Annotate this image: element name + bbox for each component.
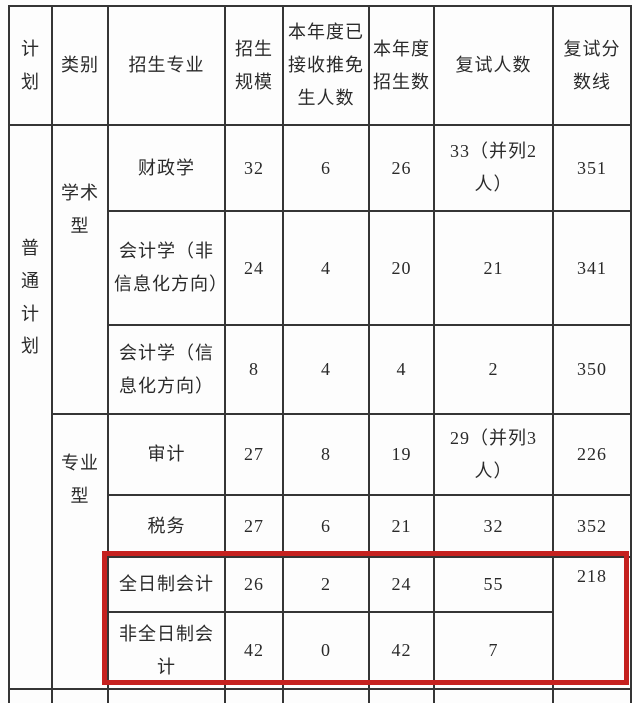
cell-scale: 27: [224, 413, 284, 496]
table-row: 会计学（信息化方向） 8 4 4 2 350: [9, 324, 632, 415]
empty-cell: [368, 688, 435, 703]
cell-major: 会计学（信息化方向）: [107, 324, 226, 415]
empty-cell: [224, 688, 284, 703]
table-row-partial: [8, 688, 632, 703]
header-cell-plan: 计划: [8, 5, 53, 126]
table-row: 会计学（非信息化方向） 24 4 20 21 341: [9, 210, 632, 326]
header-row: 计划 类别 招生专业 招生规模 本年度已接收推免生人数 本年度招生数 复试人数 …: [8, 5, 632, 126]
cell-admitted: 42: [368, 611, 435, 690]
cell-tuimian: 2: [282, 556, 370, 613]
table-row: 专业型 审计 27 8 19 29（并列3人） 226: [9, 413, 632, 690]
cell-admitted: 4: [368, 324, 435, 415]
cell-scale: 42: [224, 611, 284, 690]
empty-cell: [51, 688, 109, 703]
cell-admitted: 20: [368, 210, 435, 326]
cell-cutoff: 226: [552, 413, 632, 496]
cell-tuimian: 4: [282, 324, 370, 415]
empty-cell: [433, 688, 554, 703]
header-cell-tuimian: 本年度已接收推免生人数: [282, 5, 370, 126]
cell-admitted: 26: [368, 124, 435, 212]
admissions-table: 计划 类别 招生专业 招生规模 本年度已接收推免生人数 本年度招生数 复试人数 …: [8, 5, 632, 703]
empty-cell: [552, 688, 632, 703]
header-cell-admitted: 本年度招生数: [368, 5, 435, 126]
cell-interviewed: 55: [433, 556, 554, 613]
cell-interviewed: 2: [433, 324, 554, 415]
header-cell-category: 类别: [51, 5, 109, 126]
cell-scale: 8: [224, 324, 284, 415]
table-row: 普通计划 学术型 财政学 32 6 26 33（并列2人） 351: [8, 124, 632, 690]
header-cell-interviewed: 复试人数: [433, 5, 554, 126]
cell-cutoff: 351: [552, 124, 632, 212]
cell-interviewed: 7: [433, 611, 554, 690]
plan-group-cell: 普通计划: [8, 124, 53, 690]
empty-cell: [282, 688, 370, 703]
cell-major: 会计学（非信息化方向）: [107, 210, 226, 326]
cell-admitted: 21: [368, 494, 435, 558]
cell-major: 税务: [107, 494, 226, 558]
category-cell-academic: 学术型: [51, 124, 109, 415]
cell-interviewed: 33（并列2人）: [433, 124, 554, 212]
table-row: 税务 27 6 21 32 352: [9, 494, 632, 558]
cell-tuimian: 8: [282, 413, 370, 496]
header-cell-scale: 招生规模: [224, 5, 284, 126]
header-cell-major: 招生专业: [107, 5, 226, 126]
category-cell-professional: 专业型: [51, 413, 109, 690]
cell-cutoff: 350: [552, 324, 632, 415]
cell-cutoff-merged: 218: [552, 556, 632, 690]
cell-major: 财政学: [107, 124, 226, 212]
cell-interviewed: 29（并列3人）: [433, 413, 554, 496]
cell-interviewed: 21: [433, 210, 554, 326]
cell-interviewed: 32: [433, 494, 554, 558]
header-cell-cutoff: 复试分数线: [552, 5, 632, 126]
cell-tuimian: 6: [282, 124, 370, 212]
cell-cutoff: 352: [552, 494, 632, 558]
cell-major: 审计: [107, 413, 226, 496]
cell-major: 全日制会计: [107, 556, 226, 613]
cell-major: 非全日制会计: [107, 611, 226, 690]
cell-scale: 24: [224, 210, 284, 326]
table-row-highlighted: 非全日制会计 42 0 42 7: [9, 611, 631, 690]
cell-cutoff: 341: [552, 210, 632, 326]
cell-tuimian: 4: [282, 210, 370, 326]
empty-cell: [107, 688, 226, 703]
cell-scale: 32: [224, 124, 284, 212]
cell-tuimian: 0: [282, 611, 370, 690]
empty-cell: [8, 688, 53, 703]
cell-scale: 26: [224, 556, 284, 613]
cell-admitted: 19: [368, 413, 435, 496]
cell-admitted: 24: [368, 556, 435, 613]
cell-scale: 27: [224, 494, 284, 558]
cell-tuimian: 6: [282, 494, 370, 558]
table-row-highlighted: 全日制会计 26 2 24 55 218: [9, 556, 632, 690]
